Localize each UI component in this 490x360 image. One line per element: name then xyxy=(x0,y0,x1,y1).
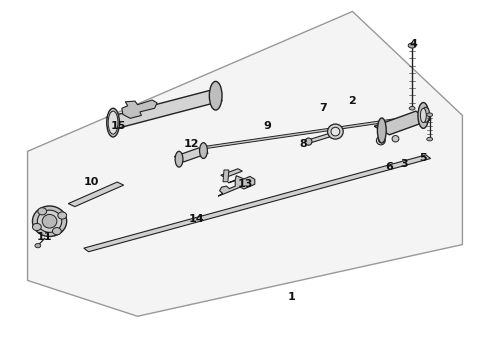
Ellipse shape xyxy=(392,135,399,142)
Text: 4: 4 xyxy=(410,39,417,49)
Ellipse shape xyxy=(422,107,430,122)
Ellipse shape xyxy=(420,108,426,123)
Ellipse shape xyxy=(37,210,62,232)
Ellipse shape xyxy=(108,111,118,134)
Polygon shape xyxy=(174,148,208,162)
Ellipse shape xyxy=(376,136,385,145)
Text: 13: 13 xyxy=(237,179,253,189)
Text: 5: 5 xyxy=(419,153,427,163)
Text: 14: 14 xyxy=(188,215,204,224)
Polygon shape xyxy=(203,114,426,149)
Polygon shape xyxy=(221,169,243,177)
Ellipse shape xyxy=(409,107,415,110)
Ellipse shape xyxy=(427,113,433,117)
Polygon shape xyxy=(106,91,222,128)
Ellipse shape xyxy=(377,118,386,143)
Polygon shape xyxy=(68,182,123,207)
Text: 2: 2 xyxy=(348,96,356,106)
Ellipse shape xyxy=(331,127,340,136)
Ellipse shape xyxy=(42,215,57,228)
Ellipse shape xyxy=(408,43,416,48)
Ellipse shape xyxy=(305,138,312,145)
Text: 10: 10 xyxy=(83,177,99,187)
Text: 12: 12 xyxy=(183,139,199,149)
Ellipse shape xyxy=(52,228,61,235)
Polygon shape xyxy=(374,111,431,135)
Text: 8: 8 xyxy=(300,139,308,149)
Ellipse shape xyxy=(175,151,183,167)
Text: 7: 7 xyxy=(319,103,327,113)
Text: 9: 9 xyxy=(263,121,271,131)
Ellipse shape xyxy=(58,212,67,219)
Text: 6: 6 xyxy=(385,162,393,172)
Polygon shape xyxy=(223,170,229,182)
Ellipse shape xyxy=(328,124,343,139)
Ellipse shape xyxy=(35,243,41,248)
Text: 3: 3 xyxy=(400,159,408,169)
Ellipse shape xyxy=(209,81,222,110)
Polygon shape xyxy=(27,12,463,316)
Polygon shape xyxy=(307,133,335,143)
Text: 15: 15 xyxy=(110,121,125,131)
Ellipse shape xyxy=(418,103,429,129)
Text: 1: 1 xyxy=(288,292,295,302)
Polygon shape xyxy=(122,100,157,118)
Ellipse shape xyxy=(32,224,41,230)
Ellipse shape xyxy=(199,143,207,158)
Polygon shape xyxy=(84,155,431,252)
Ellipse shape xyxy=(32,206,67,237)
Polygon shape xyxy=(218,176,255,196)
Ellipse shape xyxy=(379,138,383,143)
Ellipse shape xyxy=(38,208,47,215)
Ellipse shape xyxy=(107,108,120,137)
Text: 11: 11 xyxy=(37,232,52,242)
Ellipse shape xyxy=(427,137,433,141)
